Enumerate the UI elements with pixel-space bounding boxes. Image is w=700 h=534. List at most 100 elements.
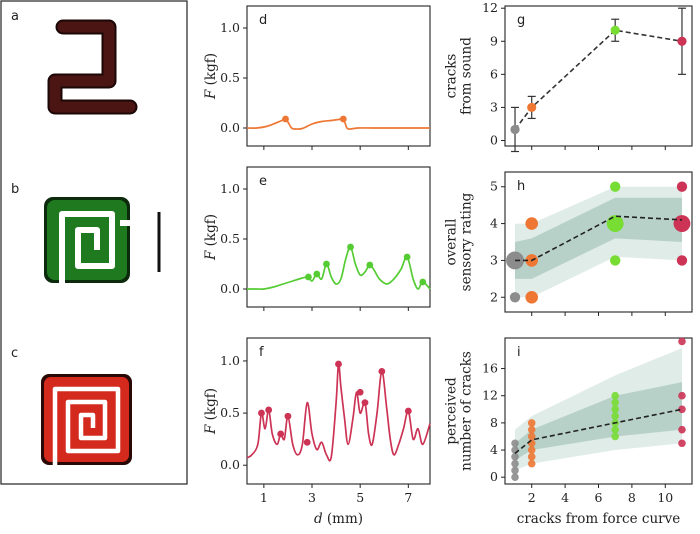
data-point [527, 102, 537, 113]
peak-point [356, 388, 364, 396]
y-tick-label: 8 [490, 415, 498, 430]
y-tick-label: 0 [490, 132, 498, 147]
count-point [611, 391, 619, 400]
two-turn-serpentine-shape-icon [47, 19, 138, 115]
x-tick-label: 4 [561, 490, 569, 505]
peak-point [284, 412, 292, 420]
count-point [511, 439, 519, 448]
peak-point [366, 261, 374, 269]
mean-dashed-line [514, 29, 683, 130]
panel-label: f [259, 345, 264, 360]
count-point [527, 425, 536, 434]
rating-point [525, 217, 538, 230]
rating-point [509, 292, 521, 303]
y-axis-label: F (kgf) [203, 214, 219, 261]
count-point [678, 391, 686, 400]
rating-point [606, 215, 624, 232]
y-tick-label: 4 [490, 442, 498, 457]
x-tick-label: 2 [528, 490, 536, 505]
count-point [527, 446, 536, 454]
count-point [511, 473, 519, 482]
confidence-band-inner [515, 197, 682, 279]
shape-a-label: a [11, 9, 19, 24]
data-point [510, 124, 520, 135]
peak-point [378, 367, 386, 375]
peak-point [403, 253, 411, 261]
panel-frame [246, 337, 431, 485]
rating-point [676, 255, 688, 266]
y-tick-label: 0 [490, 469, 498, 484]
count-point [611, 398, 619, 407]
panel-label: d [259, 13, 267, 28]
shape-b-label: b [11, 182, 19, 197]
peak-point [404, 407, 412, 415]
peak-point [361, 399, 369, 407]
y-tick-label: 1.0 [220, 20, 240, 35]
data-point [677, 36, 687, 46]
count-point [527, 419, 536, 427]
x-tick-label: 1 [260, 490, 268, 505]
confidence-band-inner [515, 382, 682, 461]
peak-point [265, 406, 273, 414]
y-tick-label: 9 [490, 33, 498, 48]
force-curve-line [246, 363, 431, 462]
peak-point [313, 270, 321, 278]
count-point [678, 425, 686, 434]
panel-label: h [517, 179, 525, 194]
y-axis-label: F (kgf) [203, 53, 219, 100]
count-point [611, 425, 619, 434]
panel-label: e [259, 174, 267, 189]
peak-point [258, 409, 265, 417]
x-tick-label: 5 [356, 490, 364, 505]
count-point [527, 439, 536, 448]
count-point [678, 337, 686, 346]
cracks-from-sound-panel-g: g 0 3 6 9 12 cracksfrom sound [444, 0, 693, 153]
data-point [610, 25, 620, 35]
peak-point [303, 438, 311, 446]
x-axis-label: d (mm) [314, 511, 363, 527]
force-curve-line [246, 117, 430, 130]
shape-c-label: c [11, 346, 18, 361]
x-tick-label: 7 [404, 490, 412, 505]
y-tick-label: 1.0 [220, 181, 240, 196]
rating-point [673, 215, 691, 232]
count-point [511, 459, 519, 468]
peak-point [347, 243, 354, 251]
rating-point [609, 255, 621, 266]
count-point [611, 432, 619, 441]
perceived-cracks-panel-i: i 0 4 8 12 16 2 4 6 8 10 perceivednumber of cracks c… [444, 337, 693, 527]
peak-point [339, 115, 347, 123]
panel-label: g [517, 13, 525, 28]
peak-point [277, 430, 285, 438]
force-curve-line [247, 246, 431, 290]
rating-point [609, 181, 621, 192]
y-tick-label: 0.0 [220, 457, 240, 472]
force-curve-panel-f: f 0.0 0.5 1.0 1 3 5 7 F (kgf) d (mm) [203, 337, 431, 527]
count-point [678, 405, 686, 414]
count-point [611, 412, 619, 420]
y-tick-label: 0.0 [220, 281, 240, 296]
peak-point [335, 360, 342, 368]
y-tick-label: 1.0 [220, 353, 240, 368]
count-point [527, 432, 536, 441]
count-point [527, 459, 536, 468]
y-tick-label: 2 [490, 289, 498, 304]
force-curve-panel-d: d 0.0 0.5 1.0 F (kgf) [203, 5, 431, 150]
triple-spiral-shape-icon [41, 374, 132, 465]
count-point [611, 405, 619, 414]
peak-point [323, 260, 330, 268]
x-tick-label: 10 [657, 490, 673, 505]
y-tick-label: 5 [490, 179, 498, 194]
panel-frame [246, 5, 431, 147]
count-point [527, 453, 536, 461]
force-curve-panel-e: e 0.0 0.5 1.0 F (kgf) [203, 166, 431, 311]
x-tick-label: 3 [308, 490, 316, 505]
mean-dashed-line [514, 408, 683, 455]
y-tick-label: 4 [490, 216, 498, 231]
count-point [511, 453, 519, 461]
x-tick-label: 8 [628, 490, 636, 505]
panel-label: i [517, 345, 521, 360]
y-tick-label: 0.0 [220, 120, 240, 135]
count-point [678, 439, 686, 448]
